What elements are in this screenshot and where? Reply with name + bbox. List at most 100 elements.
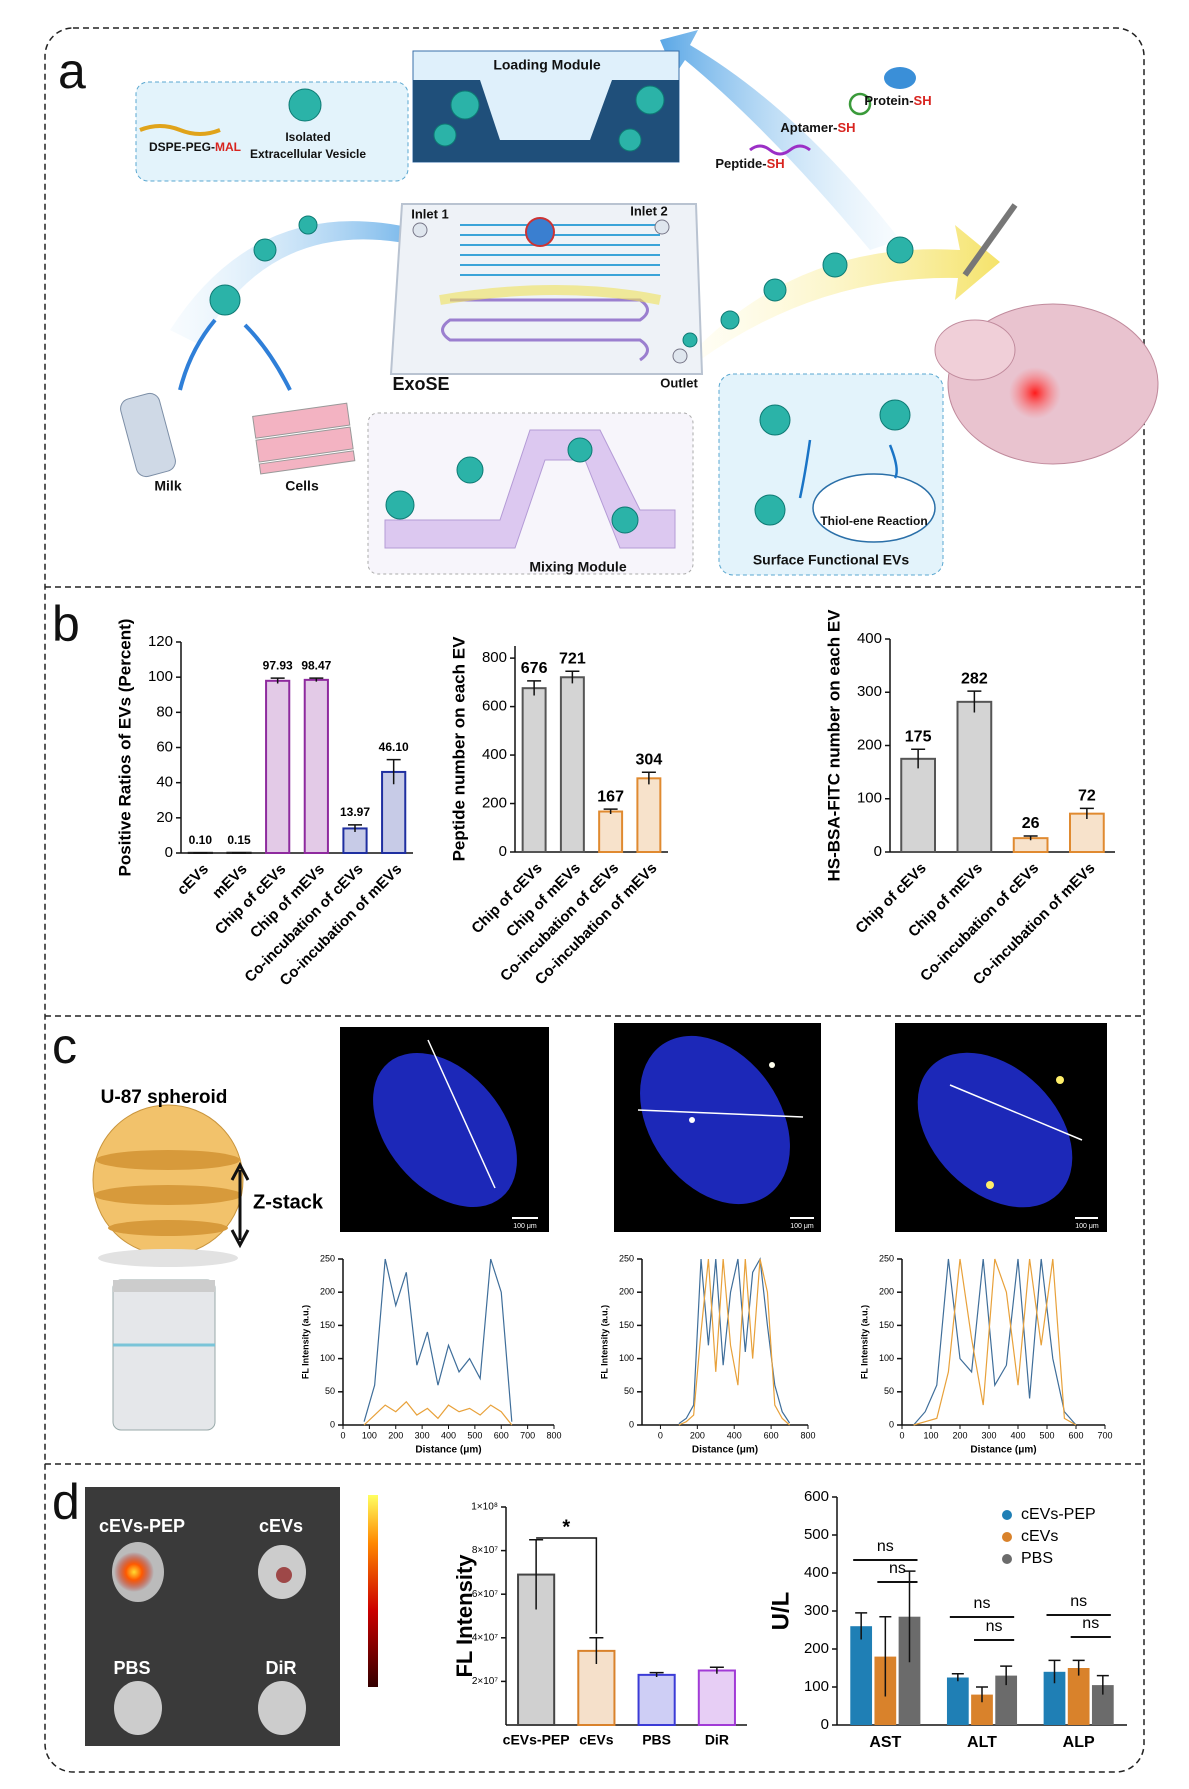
bar [303,678,329,855]
y-tick-label: 8×10⁷ [472,1545,499,1556]
y-tick-label: 100 [857,790,882,807]
x-tick-label: 100 [362,1430,377,1440]
legend-marker [1002,1532,1012,1542]
annotation: ns [877,1538,894,1555]
error-bar [976,1686,988,1703]
error-bar [348,824,362,832]
image-label: cEVs-PEP [99,1516,185,1536]
label: Protein- [864,93,913,108]
x-tick-label: cEVs-PEP [503,1732,570,1748]
label: Peptide- [715,156,766,171]
x-tick-label: 800 [546,1430,561,1440]
x-tick-label: ALT [967,1734,997,1751]
x-tick-label: 400 [441,1430,456,1440]
y-tick-label: 0 [629,1419,634,1429]
error-bar [1079,807,1094,819]
x-tick-label: 200 [388,1430,403,1440]
x-tick-label: 600 [494,1430,509,1440]
bar [265,679,291,854]
x-tick-label: 0 [658,1430,663,1440]
legend-marker [1002,1554,1012,1564]
x-tick-label: 500 [467,1430,482,1440]
value-label: 46.10 [379,740,409,754]
label: Inlet 1 [411,206,449,221]
y-tick-label: 800 [482,649,507,666]
label: Aptamer- [780,120,837,135]
error-bar [589,1637,604,1664]
label: Mixing Module [529,559,626,575]
bar [971,1694,993,1725]
y-tick-label: 120 [148,633,173,650]
label: ExoSE [392,374,449,394]
y-axis-label: Positive Ratios of EVs (Percent) [115,619,134,877]
y-tick-label: 2×10⁷ [472,1676,499,1687]
label-highlight: SH [914,93,932,108]
y-axis-label: FL Intensity (a.u.) [859,1305,869,1379]
error-bar [911,748,926,769]
y-tick-label: 50 [624,1386,634,1396]
value-label: 98.47 [301,658,331,672]
y-tick-label: 400 [482,746,507,763]
error-bar [529,1538,544,1610]
bar [1091,1685,1114,1725]
y-tick-label: 600 [804,1488,829,1505]
panel-label: c [52,1018,77,1074]
x-tick-label: 0 [340,1430,345,1440]
x-tick-label: 700 [1097,1430,1112,1440]
bar [1067,1668,1090,1725]
y-tick-label: 150 [619,1320,634,1330]
y-tick-label: 200 [619,1287,634,1297]
bar [636,777,662,853]
annotation: ns [889,1560,906,1577]
y-tick-label: 80 [156,703,173,720]
y-axis-label: FL Intensity [452,1554,477,1678]
legend-marker [1002,1510,1012,1520]
y-tick-label: 100 [804,1678,829,1695]
error-bar [386,758,401,785]
label: Cells [285,478,319,494]
y-tick-label: 150 [320,1320,335,1330]
x-tick-label: DiR [705,1732,729,1748]
bar [521,687,547,854]
y-axis-label: U/L [767,1592,794,1631]
y-tick-label: 0 [889,1419,894,1429]
image-label: cEVs [259,1516,303,1536]
x-tick-label: 300 [981,1430,996,1440]
x-axis-label: Distance (μm) [970,1445,1036,1456]
x-tick-label: PBS [642,1732,671,1748]
x-tick-label: 500 [1039,1430,1054,1440]
error-bar [967,690,982,713]
error-bar [641,771,656,785]
value-label: 282 [961,670,988,687]
value-label: 0.10 [189,833,213,847]
label: Loading Module [493,57,601,73]
y-tick-label: 100 [148,668,173,685]
label: Z-stack [253,1191,324,1213]
label: Milk [154,478,181,494]
y-tick-label: 6×10⁷ [472,1589,499,1600]
label: Extracellular Vesicle [250,147,366,161]
x-tick-label: 200 [690,1430,705,1440]
y-axis-label: FL Intensity (a.u.) [300,1305,310,1379]
annotation: ns [1082,1615,1099,1632]
value-label: 26 [1022,815,1040,832]
y-tick-label: 400 [857,630,882,647]
error-bar [1023,835,1038,841]
x-tick-label: 800 [800,1430,815,1440]
legend-label: cEVs-PEP [1021,1506,1096,1523]
label: Protein-SH [864,93,931,108]
y-tick-label: 200 [482,794,507,811]
line [363,1400,513,1426]
y-tick-label: 100 [879,1353,894,1363]
panel-d-image [85,1487,378,1746]
bar [900,757,936,853]
label: Inlet 2 [630,203,668,218]
bar [898,1616,921,1725]
scale-bar-label: 100 μm [513,1223,537,1230]
panel-a-texts: Loading Module DSPE-PEG-MAL Isolated Ext… [149,57,932,575]
error-bar [527,680,542,696]
error-bar [1072,1659,1085,1676]
x-tick-label: 300 [415,1430,430,1440]
y-tick-label: 250 [619,1253,634,1263]
